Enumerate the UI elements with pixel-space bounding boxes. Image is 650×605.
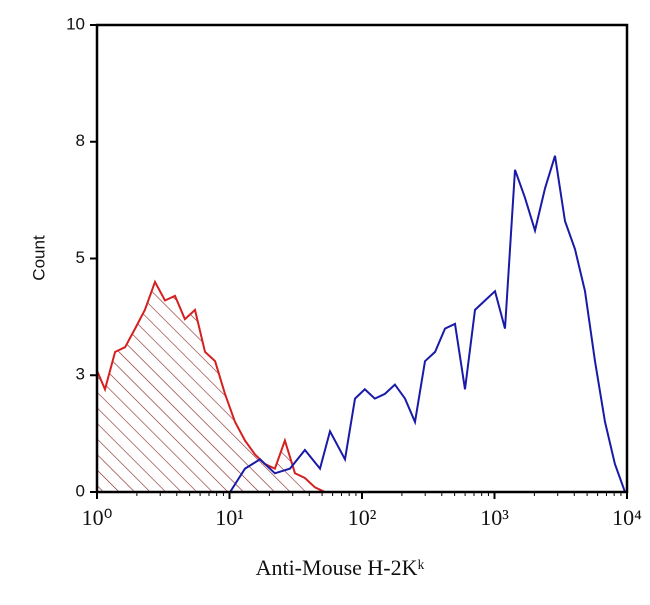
- y-tick-label: 10: [66, 14, 85, 33]
- x-tick-label: 10⁴: [612, 505, 642, 530]
- y-tick-label: 0: [76, 481, 85, 500]
- histogram-line: [229, 155, 626, 493]
- x-tick-label: 10⁰: [82, 505, 113, 530]
- histogram-line: [96, 279, 326, 493]
- y-axis-label: Count: [29, 235, 48, 281]
- y-tick-label: 3: [76, 365, 85, 384]
- x-axis-label: Anti-Mouse H-2Kᵏ: [256, 555, 425, 580]
- y-tick-label: 8: [76, 131, 85, 150]
- x-tick-label: 10¹: [215, 505, 244, 530]
- y-tick-label: 5: [76, 248, 85, 267]
- x-tick-label: 10²: [348, 505, 377, 530]
- x-tick-label: 10³: [480, 505, 509, 530]
- hatched-area: [97, 281, 325, 492]
